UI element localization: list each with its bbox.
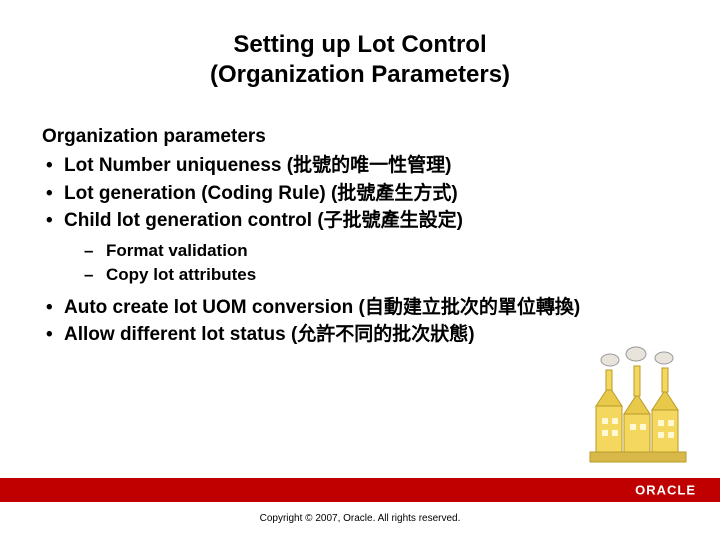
sub-bullet-list: Format validation Copy lot attributes [64, 239, 678, 288]
content-block: Organization parameters Lot Number uniqu… [42, 126, 678, 349]
factory-illustration-icon [576, 346, 696, 466]
sub-bullet-item: Copy lot attributes [106, 263, 678, 288]
bullet-item: Lot Number uniqueness (批號的唯一性管理) [64, 152, 678, 180]
footer-bar: ORACLE [0, 478, 720, 502]
slide-title: Setting up Lot Control (Organization Par… [42, 30, 678, 90]
oracle-logo: ORACLE [635, 483, 696, 498]
bullet-list: Lot Number uniqueness (批號的唯一性管理) Lot gen… [42, 152, 678, 349]
title-line2: (Organization Parameters) [210, 61, 510, 88]
bullet-text: Child lot generation control (子批號產生設定) [64, 210, 463, 231]
sub-bullet-item: Format validation [106, 239, 678, 264]
title-line1: Setting up Lot Control [233, 31, 486, 58]
slide-container: Setting up Lot Control (Organization Par… [0, 0, 720, 540]
bullet-item: Auto create lot UOM conversion (自動建立批次的單… [64, 294, 678, 322]
bullet-item: Lot generation (Coding Rule) (批號產生方式) [64, 180, 678, 208]
bullet-item: Allow different lot status (允許不同的批次狀態) [64, 321, 678, 349]
bullet-item: Child lot generation control (子批號產生設定) F… [64, 207, 678, 288]
section-heading: Organization parameters [42, 126, 678, 148]
copyright-text: Copyright © 2007, Oracle. All rights res… [0, 513, 720, 524]
